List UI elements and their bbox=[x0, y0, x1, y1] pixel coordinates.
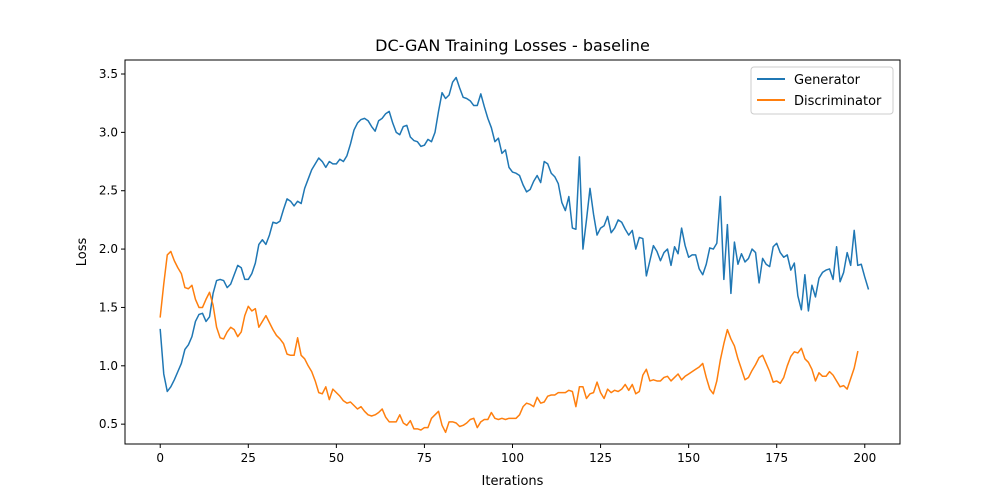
x-tick-label: 150 bbox=[677, 451, 700, 465]
x-tick-label: 25 bbox=[241, 451, 256, 465]
legend-label-discriminator: Discriminator bbox=[794, 94, 882, 109]
y-tick-label: 1.5 bbox=[99, 300, 118, 314]
legend: Generator Discriminator bbox=[750, 66, 894, 115]
x-axis-ticks: 0 25 50 75 100 125 150 175 200 bbox=[156, 444, 876, 465]
series-layer bbox=[159, 76, 870, 434]
x-tick-label: 0 bbox=[156, 451, 164, 465]
y-axis-label: Loss bbox=[75, 238, 90, 267]
y-tick-label: 1.0 bbox=[99, 359, 118, 373]
x-tick-label: 175 bbox=[765, 451, 788, 465]
y-tick-label: 2.0 bbox=[99, 242, 118, 256]
chart-title: DC-GAN Training Losses - baseline bbox=[375, 36, 650, 55]
y-tick-label: 2.5 bbox=[99, 184, 118, 198]
x-tick-label: 75 bbox=[417, 451, 432, 465]
legend-box bbox=[750, 66, 894, 115]
series-line-generator bbox=[159, 76, 870, 393]
x-tick-label: 100 bbox=[501, 451, 524, 465]
x-tick-label: 200 bbox=[853, 451, 876, 465]
x-tick-label: 50 bbox=[329, 451, 344, 465]
x-tick-label: 125 bbox=[589, 451, 612, 465]
y-tick-label: 3.0 bbox=[99, 125, 118, 139]
series-line-discriminator bbox=[159, 250, 859, 434]
y-tick-label: 3.5 bbox=[99, 67, 118, 81]
y-tick-label: 0.5 bbox=[99, 417, 118, 431]
x-axis-label: Iterations bbox=[482, 474, 544, 489]
legend-label-generator: Generator bbox=[794, 73, 861, 88]
y-axis-ticks: 0.5 1.0 1.5 2.0 2.5 3.0 3.5 bbox=[99, 67, 125, 431]
